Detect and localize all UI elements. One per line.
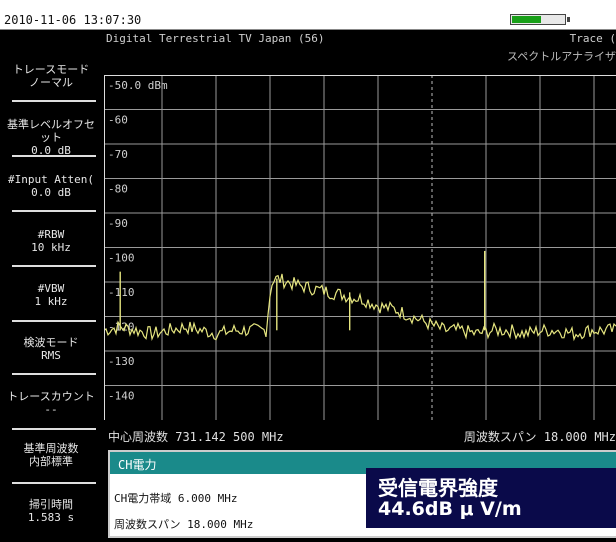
softkey-detector-mode[interactable]: 検波モード RMS <box>4 336 98 362</box>
softkey-rbw[interactable]: #RBW 10 kHz <box>4 228 98 254</box>
frequency-bar: 中心周波数 731.142 500 MHz 周波数スパン 18.000 MHz <box>104 420 616 450</box>
softkey-separator <box>12 210 96 212</box>
softkey-trace-count[interactable]: トレースカウント -- <box>4 390 98 416</box>
battery-tip <box>567 17 570 22</box>
softkey-ref-level-offset[interactable]: 基準レベルオフセット 0.0 dB <box>4 118 98 157</box>
channel-bandwidth-readout: CH電力帯域 6.000 MHz <box>114 492 238 505</box>
softkey-separator <box>12 155 96 157</box>
softkey-input-atten[interactable]: #Input Atten( 0.0 dB <box>4 173 98 199</box>
y-tick-label: -130 <box>108 355 135 368</box>
battery-level-fill <box>512 16 541 23</box>
y-tick-label: -70 <box>108 148 128 161</box>
spectrum-plot: -50.0 dBm-60-70-80-90-100-110-120-130-14… <box>103 75 616 420</box>
spectrum-trace-line <box>103 273 616 342</box>
softkey-separator <box>12 428 96 430</box>
softkey-value: 0.0 dB <box>31 144 71 157</box>
softkey-label: 検波モード <box>23 336 79 349</box>
softkey-separator <box>12 100 96 102</box>
datetime-readout: 2010-11-06 13:07:30 <box>4 13 142 27</box>
softkey-separator <box>12 265 96 267</box>
trace-label: Trace ( <box>569 32 616 45</box>
y-tick-label: -50.0 dBm <box>108 79 168 92</box>
softkey-value: 1 kHz <box>34 295 68 308</box>
y-tick-label: -110 <box>108 286 135 299</box>
softkey-value: 1.583 s <box>27 511 75 524</box>
softkey-value: 10 kHz <box>31 241 71 254</box>
softkey-separator <box>12 482 96 484</box>
analyzer-mode-label: スペクトルアナライザ <box>506 50 616 63</box>
softkey-sweep-time[interactable]: 掃引時間 1.583 s <box>4 498 98 524</box>
field-strength-value: 44.6dB μ V/m <box>378 498 522 520</box>
softkey-label: 掃引時間 <box>29 498 73 511</box>
center-frequency-readout: 中心周波数 731.142 500 MHz <box>108 430 284 444</box>
softkey-label: 基準周波数 <box>23 442 79 455</box>
field-strength-overlay: 受信電界強度 44.6dB μ V/m <box>366 468 616 528</box>
softkey-label: 基準レベルオフセット <box>7 118 95 144</box>
field-strength-title: 受信電界強度 <box>378 476 498 500</box>
softkey-panel: トレースモード ノーマル 基準レベルオフセット 0.0 dB #Input At… <box>0 30 104 542</box>
softkey-vbw[interactable]: #VBW 1 kHz <box>4 282 98 308</box>
softkey-value: 内部標準 <box>29 455 73 468</box>
softkey-label: トレースモード <box>12 63 90 76</box>
measurement-header: Digital Terrestrial TV Japan (56) Trace … <box>104 30 616 64</box>
channel-power-title: CH電力 <box>118 458 157 472</box>
status-bar: 2010-11-06 13:07:30 <box>0 0 616 30</box>
panel-span-readout: 周波数スパン 18.000 MHz <box>114 518 254 531</box>
span-readout: 周波数スパン 18.000 MHz <box>463 430 616 444</box>
y-tick-label: -100 <box>108 252 135 265</box>
measurement-mode-title: Digital Terrestrial TV Japan (56) <box>106 32 325 45</box>
trace <box>103 250 616 342</box>
battery-icon <box>510 14 566 25</box>
y-tick-label: -60 <box>108 114 128 127</box>
softkey-value: 0.0 dB <box>31 186 71 199</box>
softkey-label: トレースカウント <box>7 390 95 403</box>
y-tick-label: -140 <box>108 390 135 403</box>
y-tick-label: -90 <box>108 217 128 230</box>
softkey-value: ノーマル <box>29 76 73 89</box>
softkey-ref-frequency[interactable]: 基準周波数 内部標準 <box>4 442 98 468</box>
softkey-label: #VBW <box>37 282 65 295</box>
softkey-label: #RBW <box>37 228 65 241</box>
softkey-trace-mode[interactable]: トレースモード ノーマル <box>4 63 98 89</box>
grid <box>104 75 616 420</box>
softkey-separator <box>12 373 96 375</box>
softkey-value: -- <box>44 403 58 416</box>
softkey-value: RMS <box>41 349 61 362</box>
tick-labels: -50.0 dBm-60-70-80-90-100-110-120-130-14… <box>108 79 168 403</box>
spectrum-graph[interactable]: -50.0 dBm -60 -70 -80 -90 -100 -110 -120 -130 -14… <box>103 75 616 420</box>
softkey-label: #Input Atten( <box>7 173 95 186</box>
softkey-separator <box>12 320 96 322</box>
y-tick-label: -80 <box>108 183 128 196</box>
